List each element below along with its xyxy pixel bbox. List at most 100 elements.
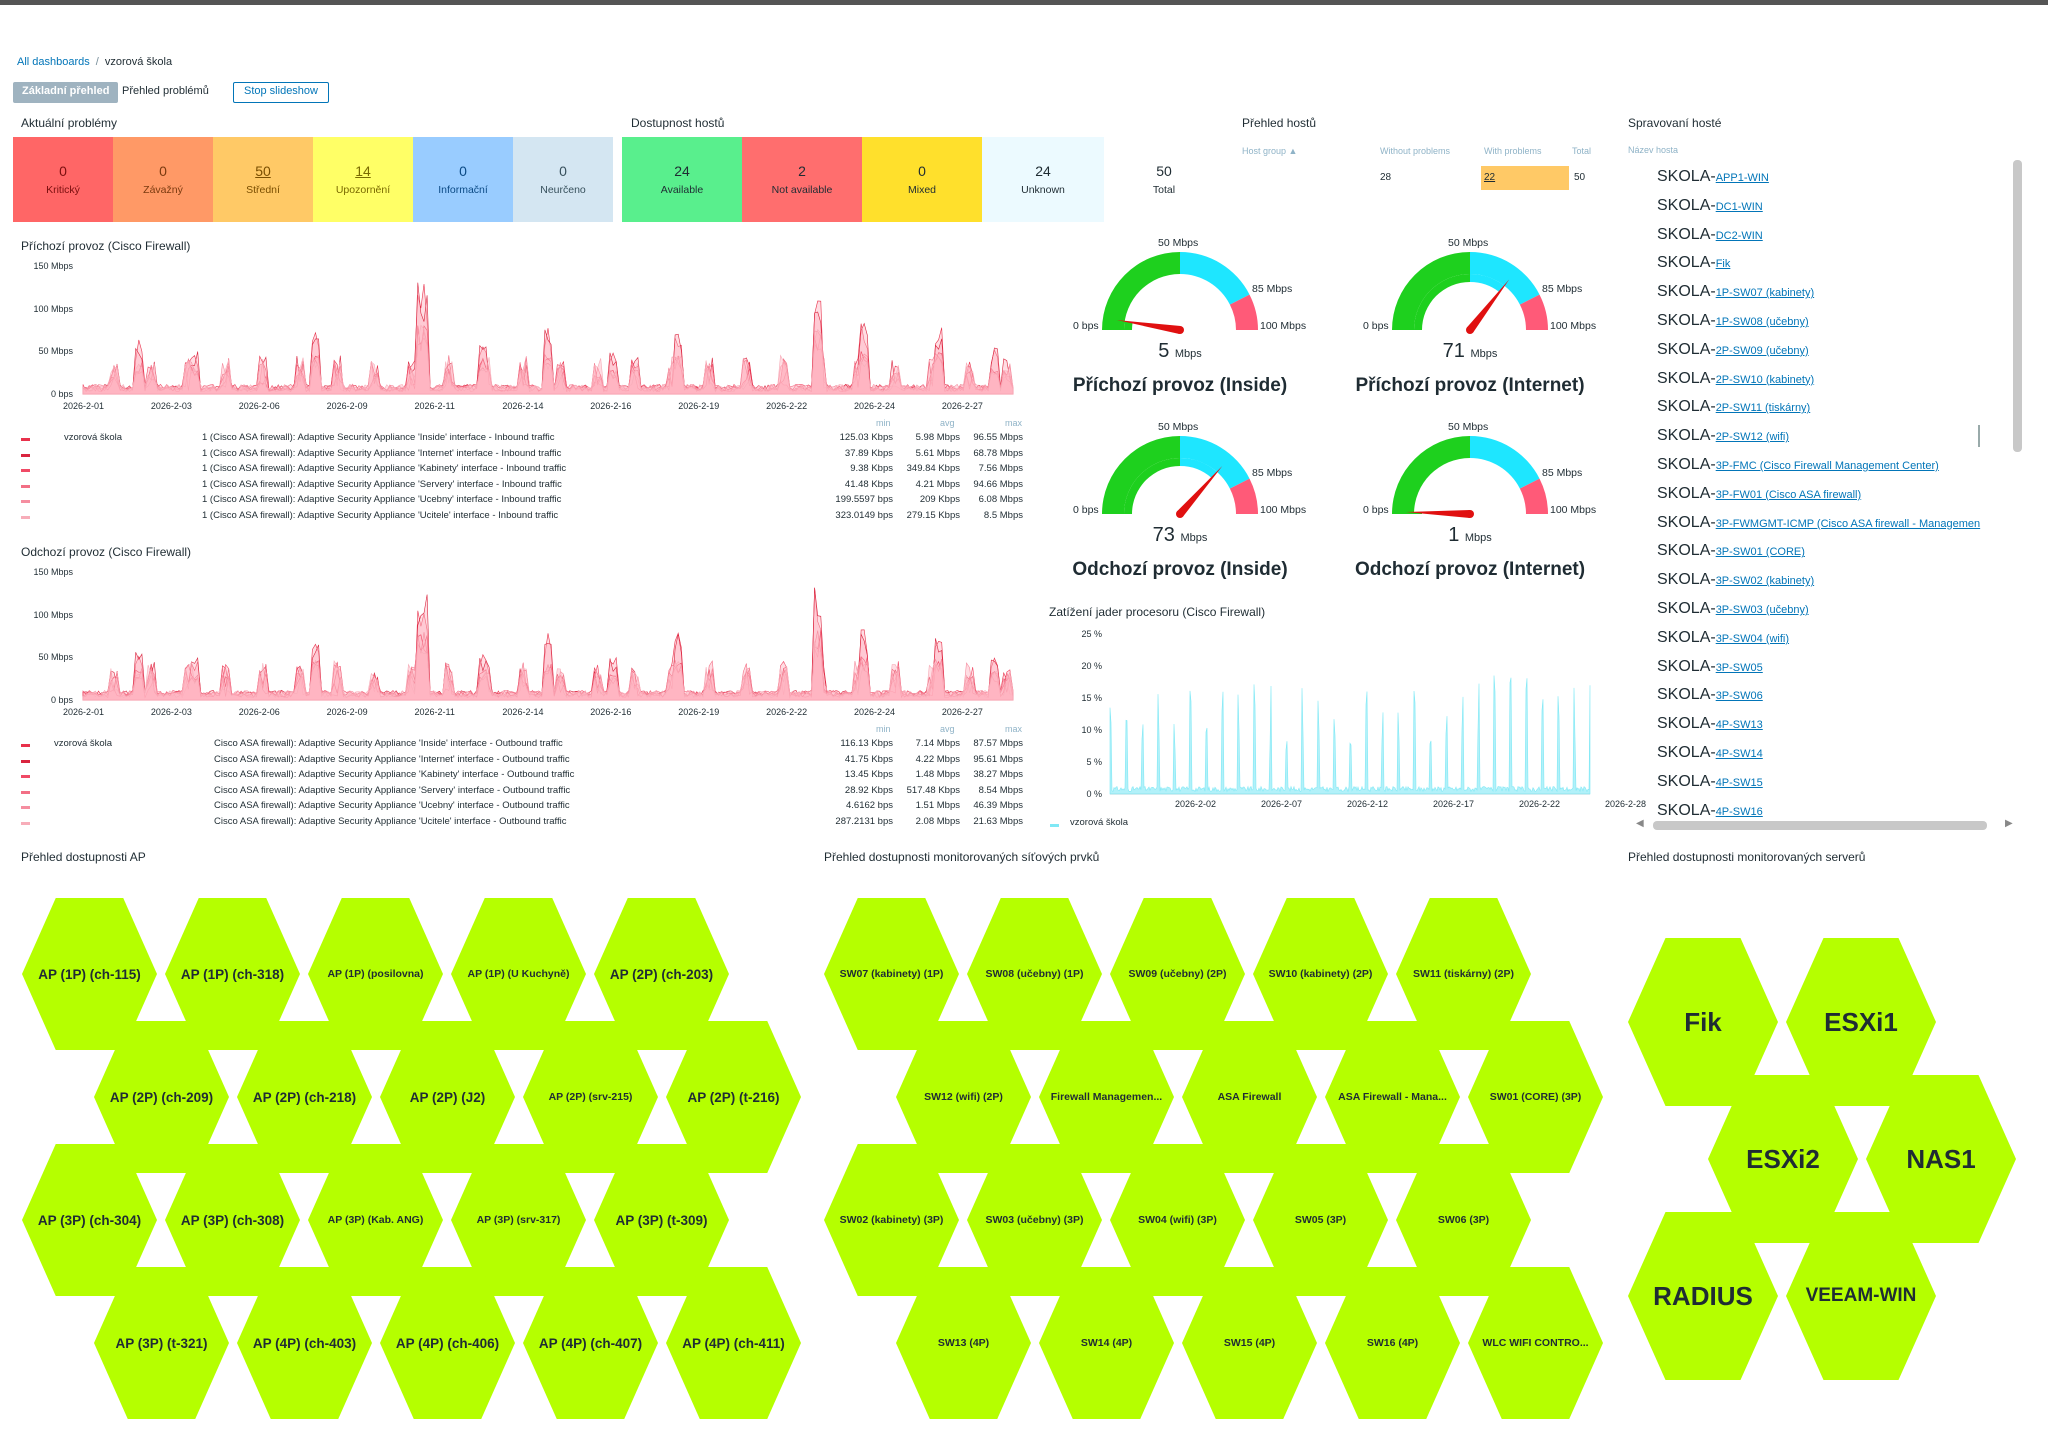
host-row[interactable]: SKOLA-3P-SW01 (CORE) [1657,542,1805,560]
scroll-right-icon[interactable]: ▶ [2005,818,2013,829]
host-row[interactable]: SKOLA-3P-FWMGMT-ICMP (Cisco ASA firewall… [1657,514,1980,532]
net_honeycomb-cell[interactable]: WLC WIFI CONTRO... [1468,1267,1603,1419]
severity-cell-4[interactable]: 0 Informační [413,137,513,222]
host-row[interactable]: SKOLA-2P-SW09 (učebny) [1657,341,1809,359]
severity-cell-1[interactable]: 0 Závažný [113,137,213,222]
host-prefix: SKOLA- [1657,369,1716,387]
x-tick: 2026-2-22 [766,707,808,717]
host-link[interactable]: Fik [1715,258,1731,271]
host-link[interactable]: 2P-SW10 (kabinety) [1715,373,1815,386]
srv_honeycomb-cell[interactable]: RADIUS [1628,1212,1778,1380]
host-row[interactable]: SKOLA-3P-FMC (Cisco Firewall Management … [1657,456,1939,474]
legend-series-name[interactable]: 1 (Cisco ASA firewall): Adaptive Securit… [202,432,555,443]
host-link[interactable]: APP1-WIN [1715,172,1769,184]
ap_honeycomb-cell[interactable]: AP (4P) (ch-411) [666,1267,801,1419]
host-row[interactable]: SKOLA-DC2-WIN [1657,226,1763,244]
legend-series-name[interactable]: Cisco ASA firewall): Adaptive Security A… [214,738,563,749]
severity-cell-0[interactable]: 0 Kritický [13,137,113,222]
legend-series-name[interactable]: Cisco ASA firewall): Adaptive Security A… [214,769,575,781]
severity-cell-3[interactable]: 14 Upozornění [313,137,413,222]
severity-cell-5[interactable]: 0 Neurčeno [513,137,613,222]
host-row[interactable]: SKOLA-DC1-WIN [1657,197,1763,215]
host-row[interactable]: SKOLA-2P-SW10 (kabinety) [1657,370,1814,388]
net_honeycomb-cell[interactable]: SW16 (4P) [1325,1267,1460,1419]
host-link[interactable]: 3P-FW01 (Cisco ASA firewall) [1715,488,1862,501]
host-row[interactable]: SKOLA-Fik [1657,254,1730,272]
host-row[interactable]: SKOLA-4P-SW14 [1657,744,1763,762]
host-link[interactable]: 4P-SW14 [1715,748,1763,760]
managed-hosts-hscroll[interactable] [1653,821,1987,830]
host-row[interactable]: SKOLA-1P-SW08 (učebny) [1657,312,1809,330]
host-link[interactable]: 1P-SW08 (učebny) [1715,316,1809,328]
host-row[interactable]: SKOLA-3P-SW02 (kabinety) [1657,571,1814,589]
host-link[interactable]: 2P-SW12 (wifi) [1715,431,1790,444]
host-link[interactable]: 3P-FMC (Cisco Firewall Management Center… [1715,460,1939,472]
breadcrumb-all-dashboards[interactable]: All dashboards [17,56,90,68]
legend-series-name[interactable]: Cisco ASA firewall): Adaptive Security A… [214,753,570,765]
host-link[interactable]: 3P-SW03 (učebny) [1715,604,1809,616]
host-link[interactable]: 3P-SW06 [1715,690,1763,703]
host-link[interactable]: 3P-SW04 (wifi) [1715,632,1790,645]
hosts-overview-col-group[interactable]: Host group ▲ [1242,146,1298,156]
scroll-left-icon[interactable]: ◀ [1636,818,1644,829]
ap_honeycomb-cell[interactable]: AP (3P) (t-321) [94,1267,229,1419]
host-link[interactable]: 3P-SW02 (kabinety) [1715,575,1815,588]
legend-series-name[interactable]: 1 (Cisco ASA firewall): Adaptive Securit… [202,494,562,506]
host-row[interactable]: SKOLA-3P-SW06 [1657,686,1763,704]
y-tick: 0 bps [50,695,73,705]
legend-series-name[interactable]: 1 (Cisco ASA firewall): Adaptive Securit… [202,463,567,475]
legend-series-name[interactable]: 1 (Cisco ASA firewall): Adaptive Securit… [202,447,562,459]
host-link[interactable]: 2P-SW11 (tiskárny) [1715,402,1811,415]
net_honeycomb-cell[interactable]: SW13 (4P) [896,1267,1031,1419]
availability-cell-1[interactable]: 2 Not available [742,137,862,222]
hosts-with-problems[interactable]: 22 [1481,166,1569,190]
ap_honeycomb-cell[interactable]: AP (4P) (ch-407) [523,1267,658,1419]
tab-basic-overview[interactable]: Základní přehled [13,82,119,103]
host-link[interactable]: 3P-SW01 (CORE) [1715,546,1805,559]
gauge-3 [1392,436,1548,518]
host-link[interactable]: 3P-SW05 [1715,661,1763,674]
host-link[interactable]: 3P-FWMGMT-ICMP (Cisco ASA firewall - Man… [1715,517,1981,530]
severity-label: Střední [246,184,280,196]
severity-cell-2[interactable]: 50 Střední [213,137,313,222]
availability-cell-2[interactable]: 0 Mixed [862,137,982,222]
tab-problems-overview[interactable]: Přehled problémů [122,85,209,97]
host-row[interactable]: SKOLA-2P-SW12 (wifi) [1657,427,1789,445]
host-row[interactable]: SKOLA-4P-SW13 [1657,715,1763,733]
host-link[interactable]: 4P-SW16 [1715,805,1763,818]
host-row[interactable]: SKOLA-3P-SW03 (učebny) [1657,600,1809,618]
host-link[interactable]: 1P-SW07 (kabinety) [1715,287,1815,300]
host-link[interactable]: DC1-WIN [1715,200,1763,213]
host-link[interactable]: 4P-SW15 [1715,776,1763,789]
availability-count: 2 [798,163,806,179]
legend-series-name[interactable]: Cisco ASA firewall): Adaptive Security A… [214,800,570,812]
host-link[interactable]: DC2-WIN [1715,229,1763,242]
host-row[interactable]: SKOLA-3P-SW04 (wifi) [1657,629,1789,647]
net_honeycomb-cell[interactable]: SW14 (4P) [1039,1267,1174,1419]
net_honeycomb-cell[interactable]: SW15 (4P) [1182,1267,1317,1419]
srv_honeycomb-cell[interactable]: VEEAM-WIN [1786,1212,1936,1380]
availability-cell-3[interactable]: 24 Unknown [982,137,1104,222]
stop-slideshow-button[interactable]: Stop slideshow [233,82,329,103]
host-row[interactable]: SKOLA-4P-SW16 [1657,802,1763,820]
host-row[interactable]: SKOLA-1P-SW07 (kabinety) [1657,283,1814,301]
legend-series-name[interactable]: Cisco ASA firewall): Adaptive Security A… [214,784,571,796]
legend-series-name[interactable]: Cisco ASA firewall): Adaptive Security A… [214,816,567,827]
host-row[interactable]: SKOLA-3P-SW05 [1657,658,1763,676]
host-link[interactable]: 2P-SW09 (učebny) [1715,344,1809,357]
managed-hosts-vscroll[interactable] [2013,160,2022,452]
ap_honeycomb-cell[interactable]: AP (4P) (ch-403) [237,1267,372,1419]
legend-series-name[interactable]: 1 (Cisco ASA firewall): Adaptive Securit… [202,510,559,521]
legend-min: 37.89 Kbps [844,447,893,459]
managed-hosts-col-name[interactable]: Název hosta [1628,145,1679,155]
host-row[interactable]: SKOLA-APP1-WIN [1657,168,1769,186]
host-row[interactable]: SKOLA-4P-SW15 [1657,773,1763,791]
ap_honeycomb-cell[interactable]: AP (4P) (ch-406) [380,1267,515,1419]
host-row[interactable]: SKOLA-2P-SW11 (tiskárny) [1657,398,1810,416]
severity-label: Neurčeno [540,184,586,196]
legend-avg: 5.61 Mbps [915,447,960,459]
host-link[interactable]: 4P-SW13 [1715,719,1763,732]
legend-series-name[interactable]: 1 (Cisco ASA firewall): Adaptive Securit… [202,478,562,490]
host-row[interactable]: SKOLA-3P-FW01 (Cisco ASA firewall) [1657,485,1861,503]
availability-cell-0[interactable]: 24 Available [622,137,742,222]
